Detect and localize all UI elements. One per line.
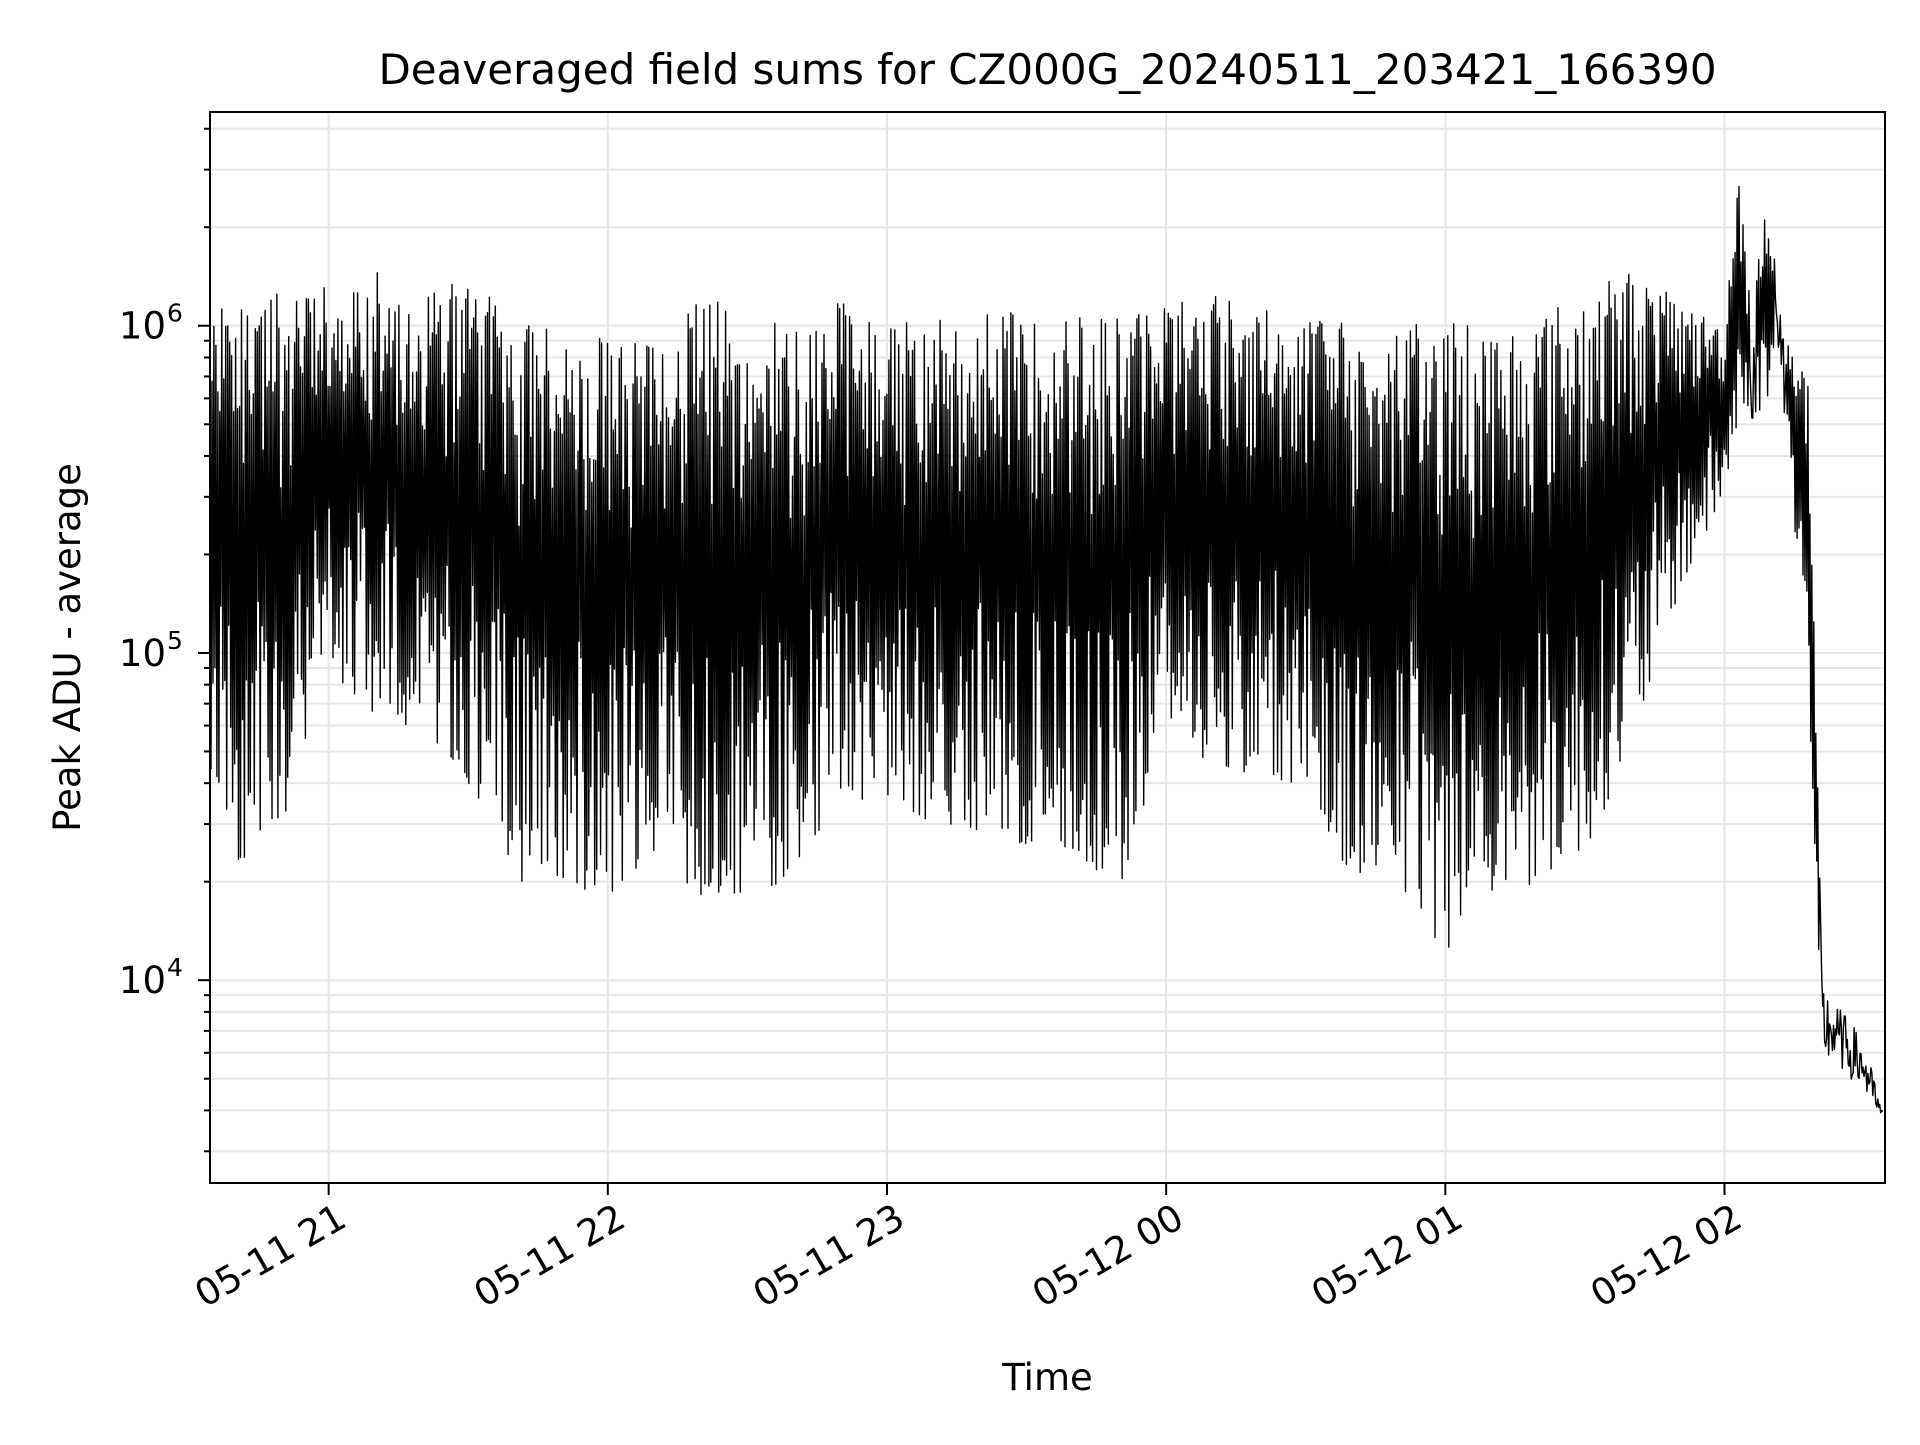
- data-layer: [209, 185, 1884, 1114]
- y-axis-label: Peak ADU - average: [46, 463, 89, 832]
- y-tick-label: 10: [119, 632, 166, 675]
- y-tick-label: 10: [119, 959, 166, 1002]
- x-axis-label: Time: [1001, 1356, 1093, 1399]
- plot-frame: [209, 111, 1886, 1184]
- y-tick-exponent: 6: [167, 299, 183, 328]
- y-tick-exponent: 5: [167, 626, 183, 655]
- y-tick-exponent: 4: [167, 953, 183, 982]
- chart-title: Deaveraged field sums for CZ000G_2024051…: [378, 45, 1716, 94]
- y-tick-label: 10: [119, 305, 166, 348]
- series-line: [209, 185, 1884, 1114]
